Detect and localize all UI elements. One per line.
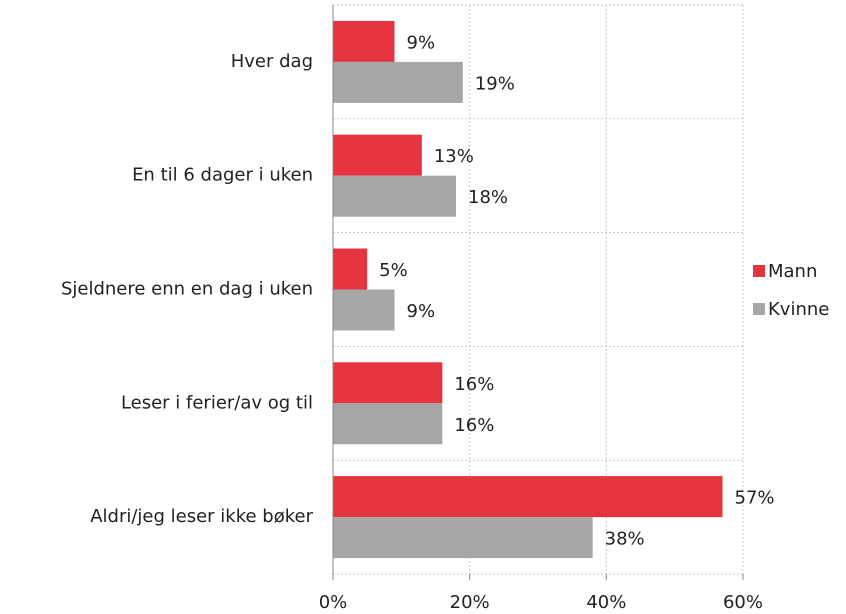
data-label: 16% (454, 415, 494, 436)
x-tick-label: 60% (723, 592, 763, 613)
y-tick-label: Aldri/jeg leser ikke bøker (90, 506, 313, 527)
bar (333, 289, 395, 331)
data-label: 13% (434, 146, 474, 167)
bar (333, 20, 395, 62)
bar (333, 134, 422, 176)
y-tick-label: Leser i ferier/av og til (121, 392, 313, 413)
bar (333, 362, 443, 404)
legend-swatch (753, 303, 765, 315)
x-tick-label: 0% (319, 592, 348, 613)
bar (333, 517, 593, 559)
data-label: 38% (605, 529, 645, 550)
legend-label: Mann (768, 261, 817, 282)
data-label: 9% (407, 301, 436, 322)
data-label: 9% (407, 32, 436, 53)
data-label: 57% (735, 488, 775, 509)
y-tick-label: Sjeldnere enn en dag i uken (61, 279, 313, 300)
data-label: 19% (475, 73, 515, 94)
bar (333, 61, 463, 103)
bar (333, 476, 723, 518)
data-label: 16% (454, 374, 494, 395)
legend-label: Kvinne (768, 299, 829, 320)
y-tick-label: En til 6 dager i uken (132, 165, 313, 186)
bar (333, 175, 456, 217)
bar (333, 403, 443, 445)
data-label: 5% (379, 260, 408, 281)
x-tick-label: 20% (450, 592, 490, 613)
bar (333, 248, 368, 290)
y-tick-label: Hver dag (231, 51, 313, 72)
legend-swatch (753, 265, 765, 277)
x-tick-label: 40% (586, 592, 626, 613)
data-label: 18% (468, 187, 508, 208)
